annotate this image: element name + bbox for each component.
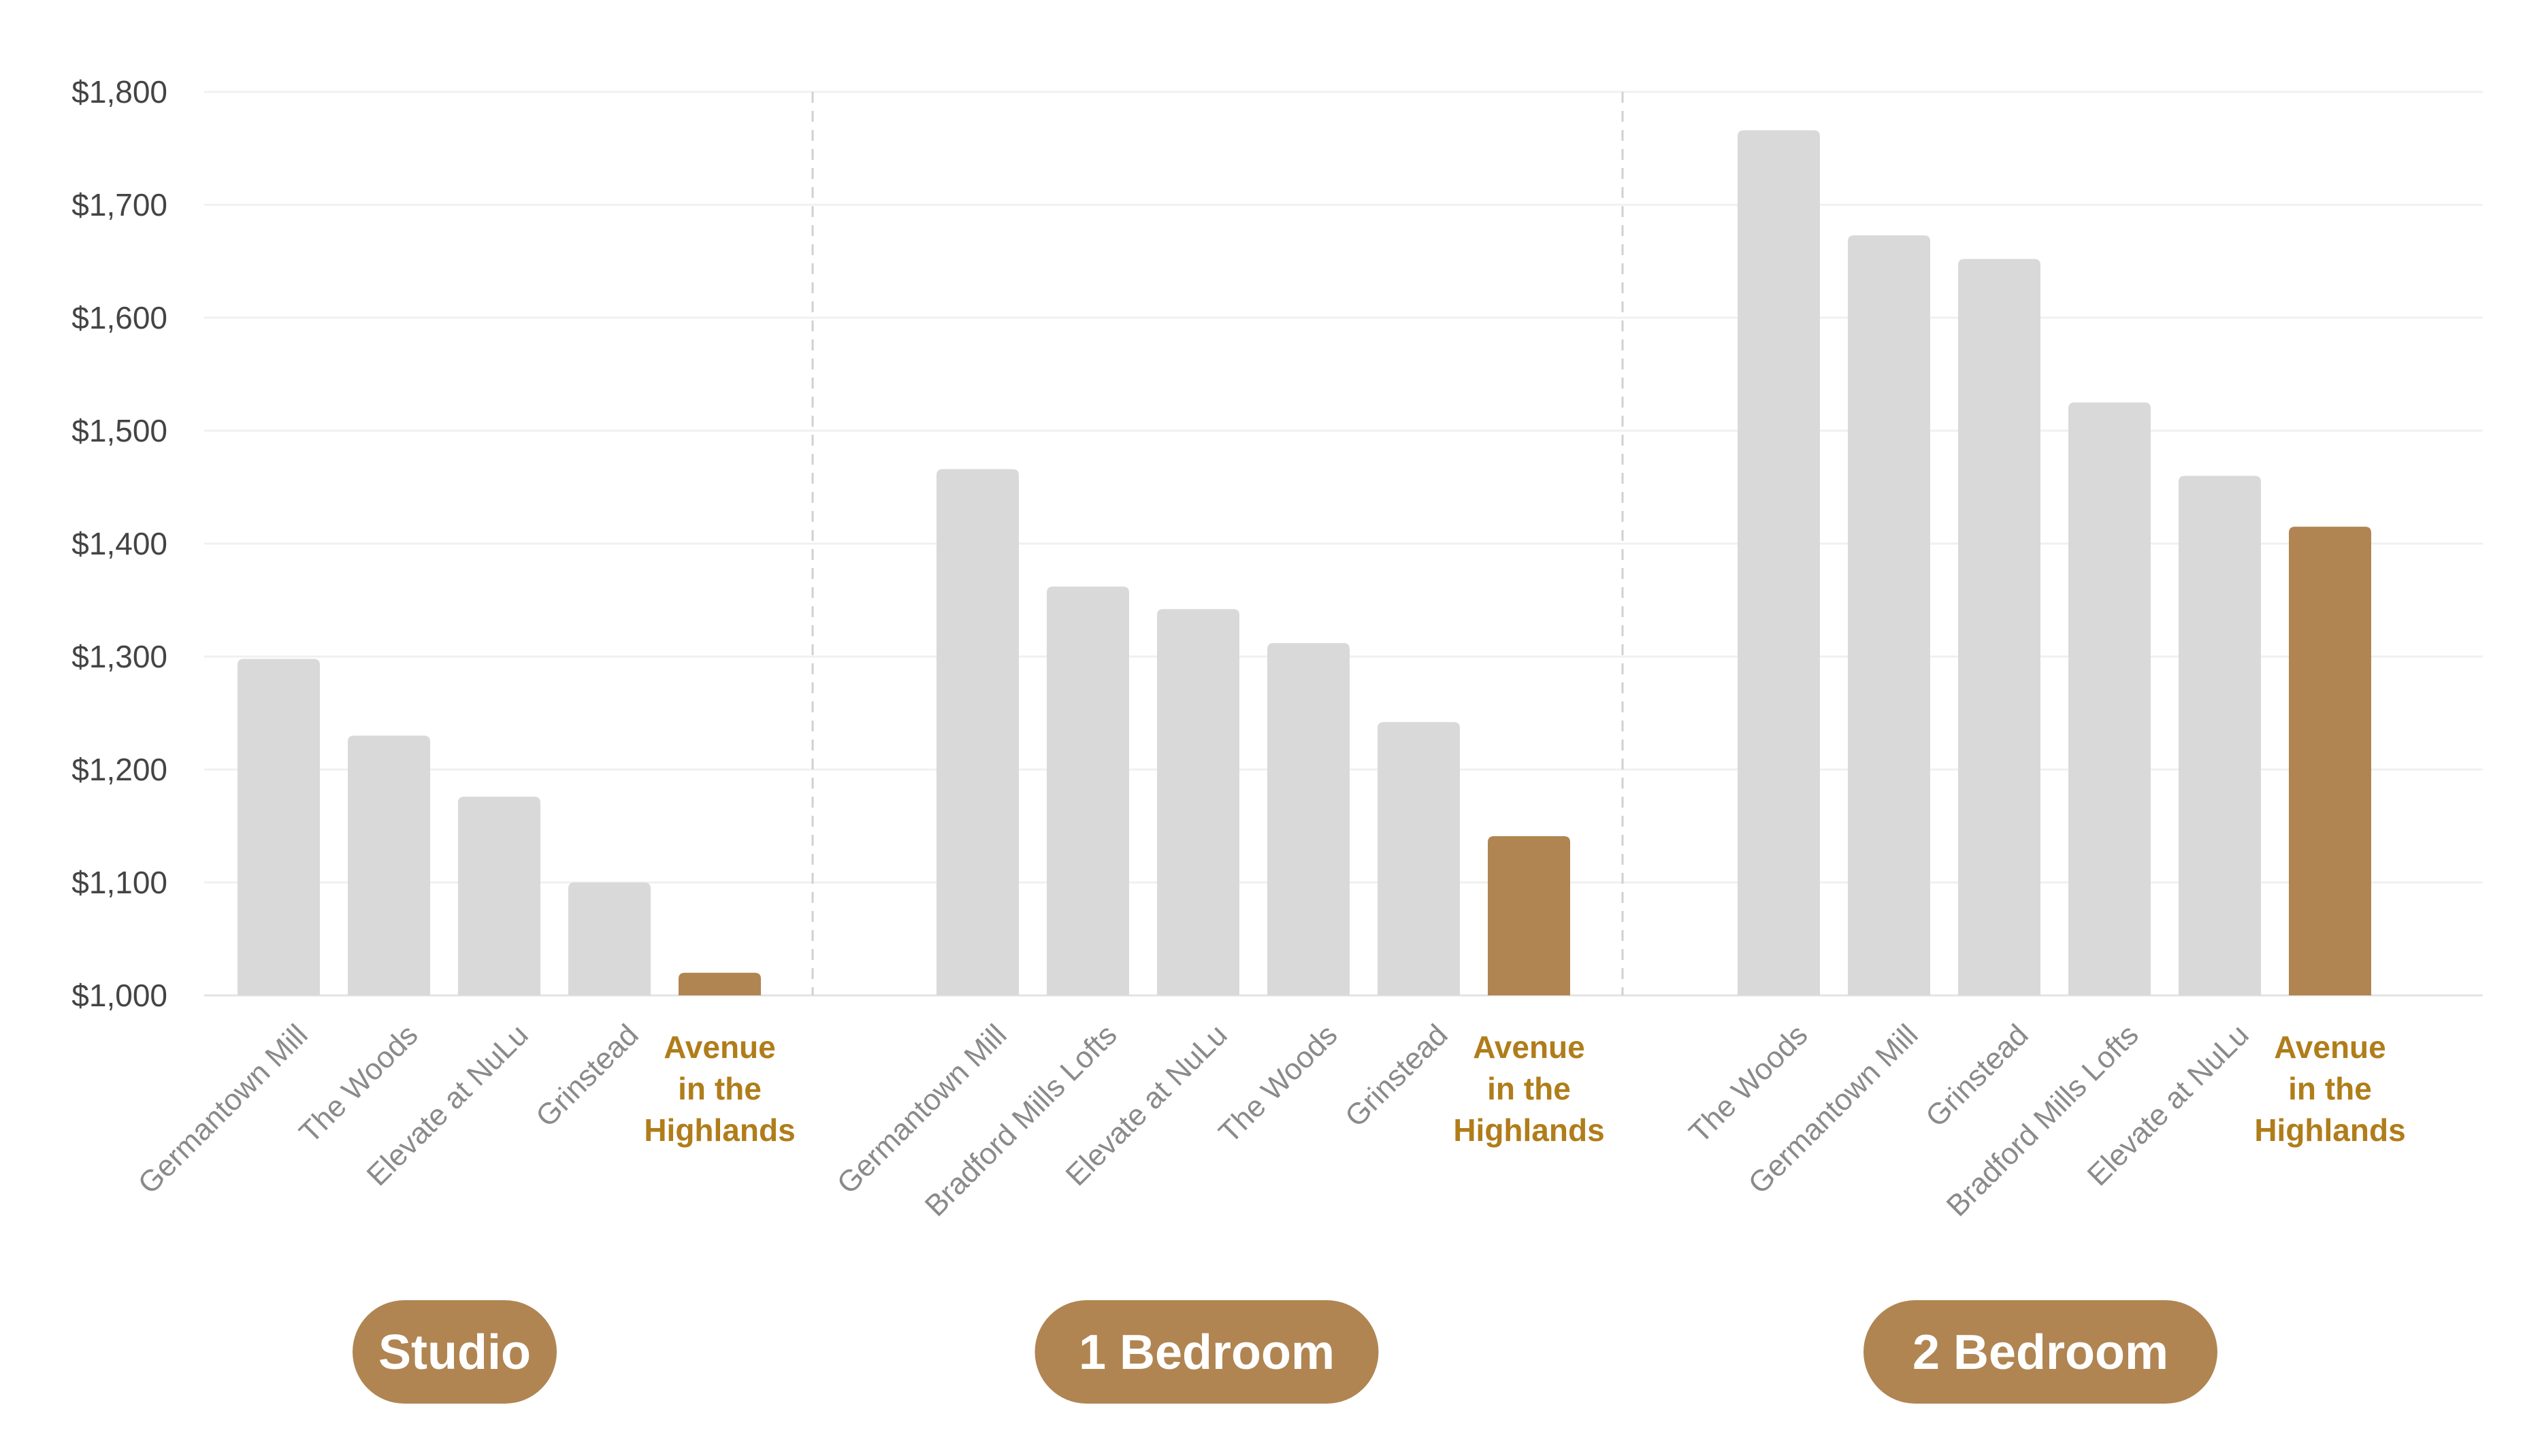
bar-2-bedroom [1958, 259, 2040, 996]
bar-2-bedroom [2068, 402, 2151, 995]
x-category-label: Germantown Mill [132, 1018, 314, 1200]
y-tick-label: $1,500 [71, 413, 167, 448]
y-tick-label: $1,200 [71, 752, 167, 787]
bar-1-bedroom [1047, 586, 1129, 995]
bar-studio [458, 796, 540, 995]
y-tick-label: $1,400 [71, 526, 167, 561]
x-category-label-highlight: Avenue in the Highlands [1453, 1029, 1604, 1148]
bars [238, 130, 2371, 996]
group-pill-1-bedroom [1035, 1300, 1379, 1404]
bar-2-bedroom [2179, 476, 2261, 995]
group-pill-label: Studio [378, 1325, 531, 1380]
x-category-label: Bradford Mills Lofts [919, 1018, 1124, 1223]
group-dividers [811, 92, 1624, 995]
group-pill-label: 2 Bedroom [1912, 1325, 2168, 1380]
x-category-label: Grinstead [1339, 1018, 1454, 1134]
bar-2-bedroom [1738, 130, 1820, 996]
bar-studio-highlight [679, 972, 761, 995]
bar-2-bedroom [1848, 235, 1930, 995]
x-category-label-highlight: Avenue in the Highlands [2254, 1029, 2405, 1148]
x-category-label: Bradford Mills Lofts [1940, 1018, 2145, 1223]
x-category-label-highlight: Avenue in the Highlands [644, 1029, 795, 1148]
y-tick-label: $1,600 [71, 300, 167, 335]
bar-2-bedroom-highlight [2289, 527, 2371, 995]
group-labels: Studio 1 Bedroom 2 Bedroom [353, 1300, 2217, 1404]
x-category-label: The Woods [1212, 1018, 1344, 1149]
bar-studio [568, 882, 651, 995]
bar-1-bedroom [1157, 609, 1239, 995]
x-category-label: Grinstead [1919, 1018, 2035, 1134]
y-tick-label: $1,100 [71, 865, 167, 900]
x-category-label: Grinstead [530, 1018, 645, 1134]
y-tick-label: $1,700 [71, 187, 167, 222]
y-tick-label: $1,300 [71, 639, 167, 674]
y-tick-label: $1,000 [71, 978, 167, 1013]
y-tick-label: $1,800 [71, 74, 167, 110]
bar-1-bedroom [1267, 643, 1350, 995]
group-pill-label: 1 Bedroom [1079, 1325, 1335, 1380]
bar-studio [238, 659, 320, 995]
bar-1-bedroom-highlight [1488, 835, 1570, 995]
y-axis-tick-labels: $1,000 $1,100 $1,200 $1,300 $1,400 $1,500 $1,6… [71, 74, 167, 1013]
bar-1-bedroom [937, 469, 1019, 995]
bar-1-bedroom [1378, 722, 1460, 995]
group-pill-studio [353, 1300, 557, 1404]
group-pill-2-bedroom [1863, 1300, 2217, 1404]
bar-studio [348, 735, 430, 995]
